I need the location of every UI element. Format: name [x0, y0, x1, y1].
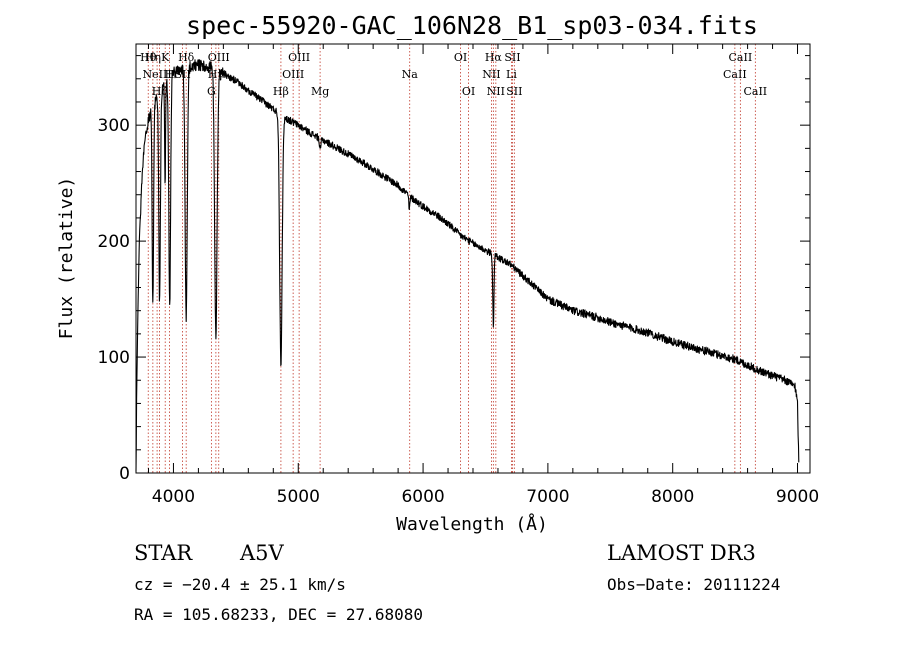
- spectrum-line: [135, 59, 800, 472]
- redshift-value: cz = −20.4 ± 25.1 km/s: [134, 575, 346, 594]
- line-marker-label: G: [207, 85, 216, 98]
- line-marker-label: K: [161, 51, 170, 64]
- spectral-subclass: A5V: [239, 541, 285, 565]
- line-marker-label: OI: [462, 85, 475, 98]
- line-marker-label: OIII: [282, 68, 304, 81]
- y-tick-label: 300: [98, 116, 130, 136]
- line-marker-label: Hζ: [152, 85, 168, 98]
- line-label-group: HθHηNeIIIHζKHHδSIIGHγOIIIHβOIIIOIIIMgNaO…: [140, 51, 767, 98]
- plot-frame: [135, 43, 811, 474]
- line-marker-group: [147, 44, 756, 473]
- line-marker-label: SII: [504, 51, 520, 64]
- coordinates: RA = 105.68233, DEC = 27.68080: [134, 605, 423, 624]
- survey-name: LAMOST DR3: [607, 541, 756, 565]
- line-marker-label: NII: [487, 85, 505, 98]
- line-marker-label: Na: [402, 68, 419, 81]
- x-tick-label: 8000: [651, 487, 694, 507]
- chart-title: spec-55920-GAC_106N28_B1_sp03-034.fits: [186, 11, 758, 40]
- line-marker-label: Hθ: [140, 51, 157, 64]
- line-marker-label: NII: [482, 68, 500, 81]
- obs-date: Obs−Date: 20111224: [607, 575, 780, 594]
- line-marker-label: Hβ: [273, 85, 289, 98]
- line-marker-label: OIII: [288, 51, 310, 64]
- y-tick-label: 0: [119, 464, 130, 484]
- line-marker-label: Hα: [485, 51, 503, 64]
- x-tick-label: 9000: [776, 487, 819, 507]
- y-axis: 0 100 200 300: [98, 55, 810, 484]
- line-marker-label: Hη: [145, 51, 161, 64]
- line-marker-label: SII: [506, 85, 522, 98]
- x-axis: 4000 5000 6000 7000 8000 9000: [147, 44, 819, 507]
- line-marker-label: Mg: [311, 85, 329, 98]
- line-marker-label: CaII: [723, 68, 747, 81]
- x-tick-label: 4000: [152, 487, 195, 507]
- line-marker-label: OIII: [208, 51, 230, 64]
- y-tick-label: 200: [98, 232, 130, 252]
- line-marker-label: NeIII: [143, 68, 172, 81]
- y-tick-label: 100: [98, 348, 130, 368]
- x-axis-label: Wavelength (Å): [396, 513, 548, 535]
- line-marker-label: CaII: [743, 85, 767, 98]
- object-class: STAR: [134, 541, 193, 565]
- line-marker-label: H: [165, 68, 175, 81]
- x-tick-label: 7000: [526, 487, 569, 507]
- x-tick-label: 5000: [277, 487, 320, 507]
- x-tick-label: 6000: [401, 487, 444, 507]
- line-marker-label: OI: [454, 51, 467, 64]
- y-axis-label: Flux (relative): [56, 177, 77, 340]
- line-marker-label: Hδ: [178, 51, 195, 64]
- line-marker-label: CaII: [729, 51, 753, 64]
- line-marker-label: Li: [506, 68, 517, 81]
